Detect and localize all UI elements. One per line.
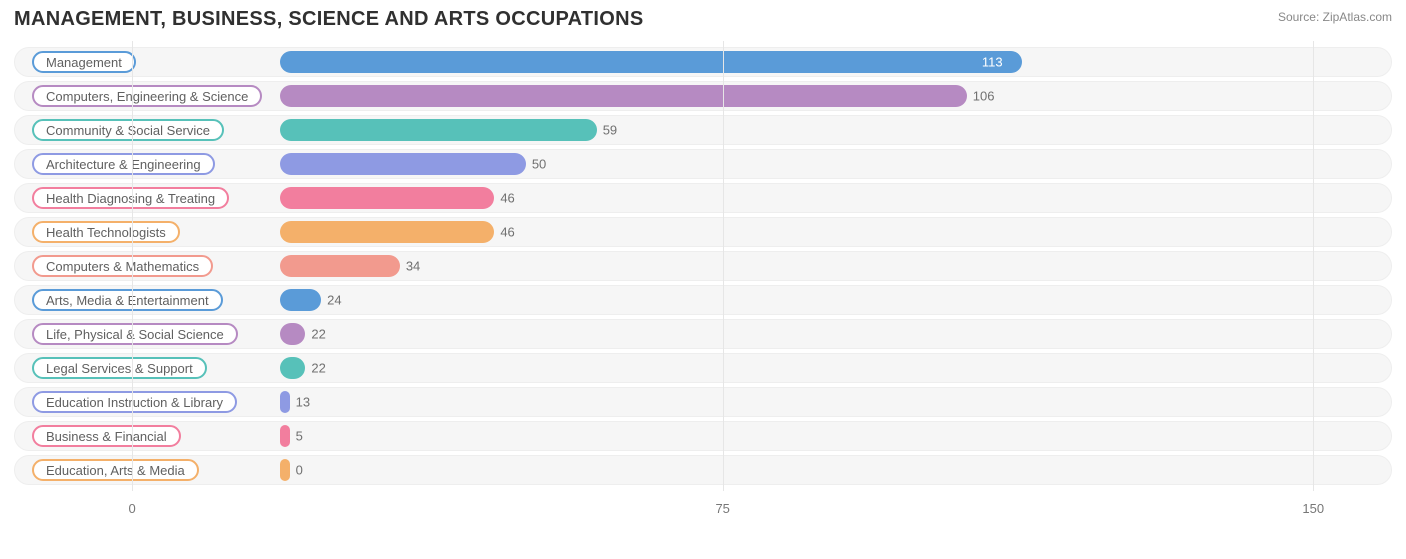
bar-label: Architecture & Engineering [32,153,215,175]
bar-row: Computers & Mathematics 34 [14,251,1392,281]
plot: Management 113 Computers, Engineering & Sc… [14,41,1392,521]
x-axis: 0 75 150 [14,497,1392,521]
bar-row: Computers, Engineering & Science 106 [14,81,1392,111]
bar-value: 13 [296,395,310,410]
bar-fill [280,289,321,311]
bar-value: 5 [296,429,303,444]
bar-track [14,251,1392,281]
bar-value: 113 [982,55,1003,70]
bar-fill [280,323,306,345]
bar-row: Community & Social Service 59 [14,115,1392,145]
bar-track [14,217,1392,247]
bar-fill [280,391,290,413]
source-label: Source: [1278,10,1319,24]
bar-value: 46 [500,191,514,206]
bar-row: Legal Services & Support 22 [14,353,1392,383]
bar-label: Health Technologists [32,221,180,243]
bar-row: Arts, Media & Entertainment 24 [14,285,1392,315]
bar-row: Business & Financial 5 [14,421,1392,451]
bar-row: Health Diagnosing & Treating 46 [14,183,1392,213]
x-tick-label: 0 [128,501,135,516]
bar-fill [280,425,290,447]
bar-value: 24 [327,293,341,308]
bar-row: Life, Physical & Social Science 22 [14,319,1392,349]
bar-fill [280,221,495,243]
bar-fill [280,119,597,141]
bar-label: Life, Physical & Social Science [32,323,238,345]
bar-track [14,149,1392,179]
bar-label: Legal Services & Support [32,357,207,379]
bar-label: Management [32,51,136,73]
bar-value: 46 [500,225,514,240]
bar-value: 0 [296,463,303,478]
source-attribution: Source: ZipAtlas.com [1278,8,1392,24]
bar-fill [280,357,306,379]
bar-fill [280,187,495,209]
chart-area: Management 113 Computers, Engineering & Sc… [0,35,1406,521]
bar-label: Education, Arts & Media [32,459,199,481]
bar-label: Computers, Engineering & Science [32,85,262,107]
gridline [723,41,724,491]
bar-track [14,353,1392,383]
bar-label: Education Instruction & Library [32,391,237,413]
bar-label: Computers & Mathematics [32,255,213,277]
bar-value: 106 [973,89,995,104]
bar-row: Management 113 [14,47,1392,77]
bar-label: Health Diagnosing & Treating [32,187,229,209]
bar-label: Arts, Media & Entertainment [32,289,223,311]
bar-row: Health Technologists 46 [14,217,1392,247]
bar-fill [280,51,1022,73]
bar-value: 34 [406,259,420,274]
bar-track [14,455,1392,485]
bar-row: Architecture & Engineering 50 [14,149,1392,179]
bar-value: 22 [311,361,325,376]
bars-container: Management 113 Computers, Engineering & Sc… [14,47,1392,491]
gridline [132,41,133,491]
bar-fill [280,459,290,481]
bar-fill [280,85,967,107]
bar-fill [280,255,400,277]
bar-row: Education Instruction & Library 13 [14,387,1392,417]
bar-track [14,421,1392,451]
bar-label: Community & Social Service [32,119,224,141]
bar-fill [280,153,526,175]
bar-value: 50 [532,157,546,172]
bar-row: Education, Arts & Media 0 [14,455,1392,485]
x-tick-label: 150 [1302,501,1324,516]
header: MANAGEMENT, BUSINESS, SCIENCE AND ARTS O… [0,0,1406,35]
source-name: ZipAtlas.com [1323,10,1392,24]
bar-value: 59 [603,123,617,138]
bar-value: 22 [311,327,325,342]
gridline [1313,41,1314,491]
chart-title: MANAGEMENT, BUSINESS, SCIENCE AND ARTS O… [14,8,643,31]
bar-label: Business & Financial [32,425,181,447]
x-tick-label: 75 [715,501,729,516]
